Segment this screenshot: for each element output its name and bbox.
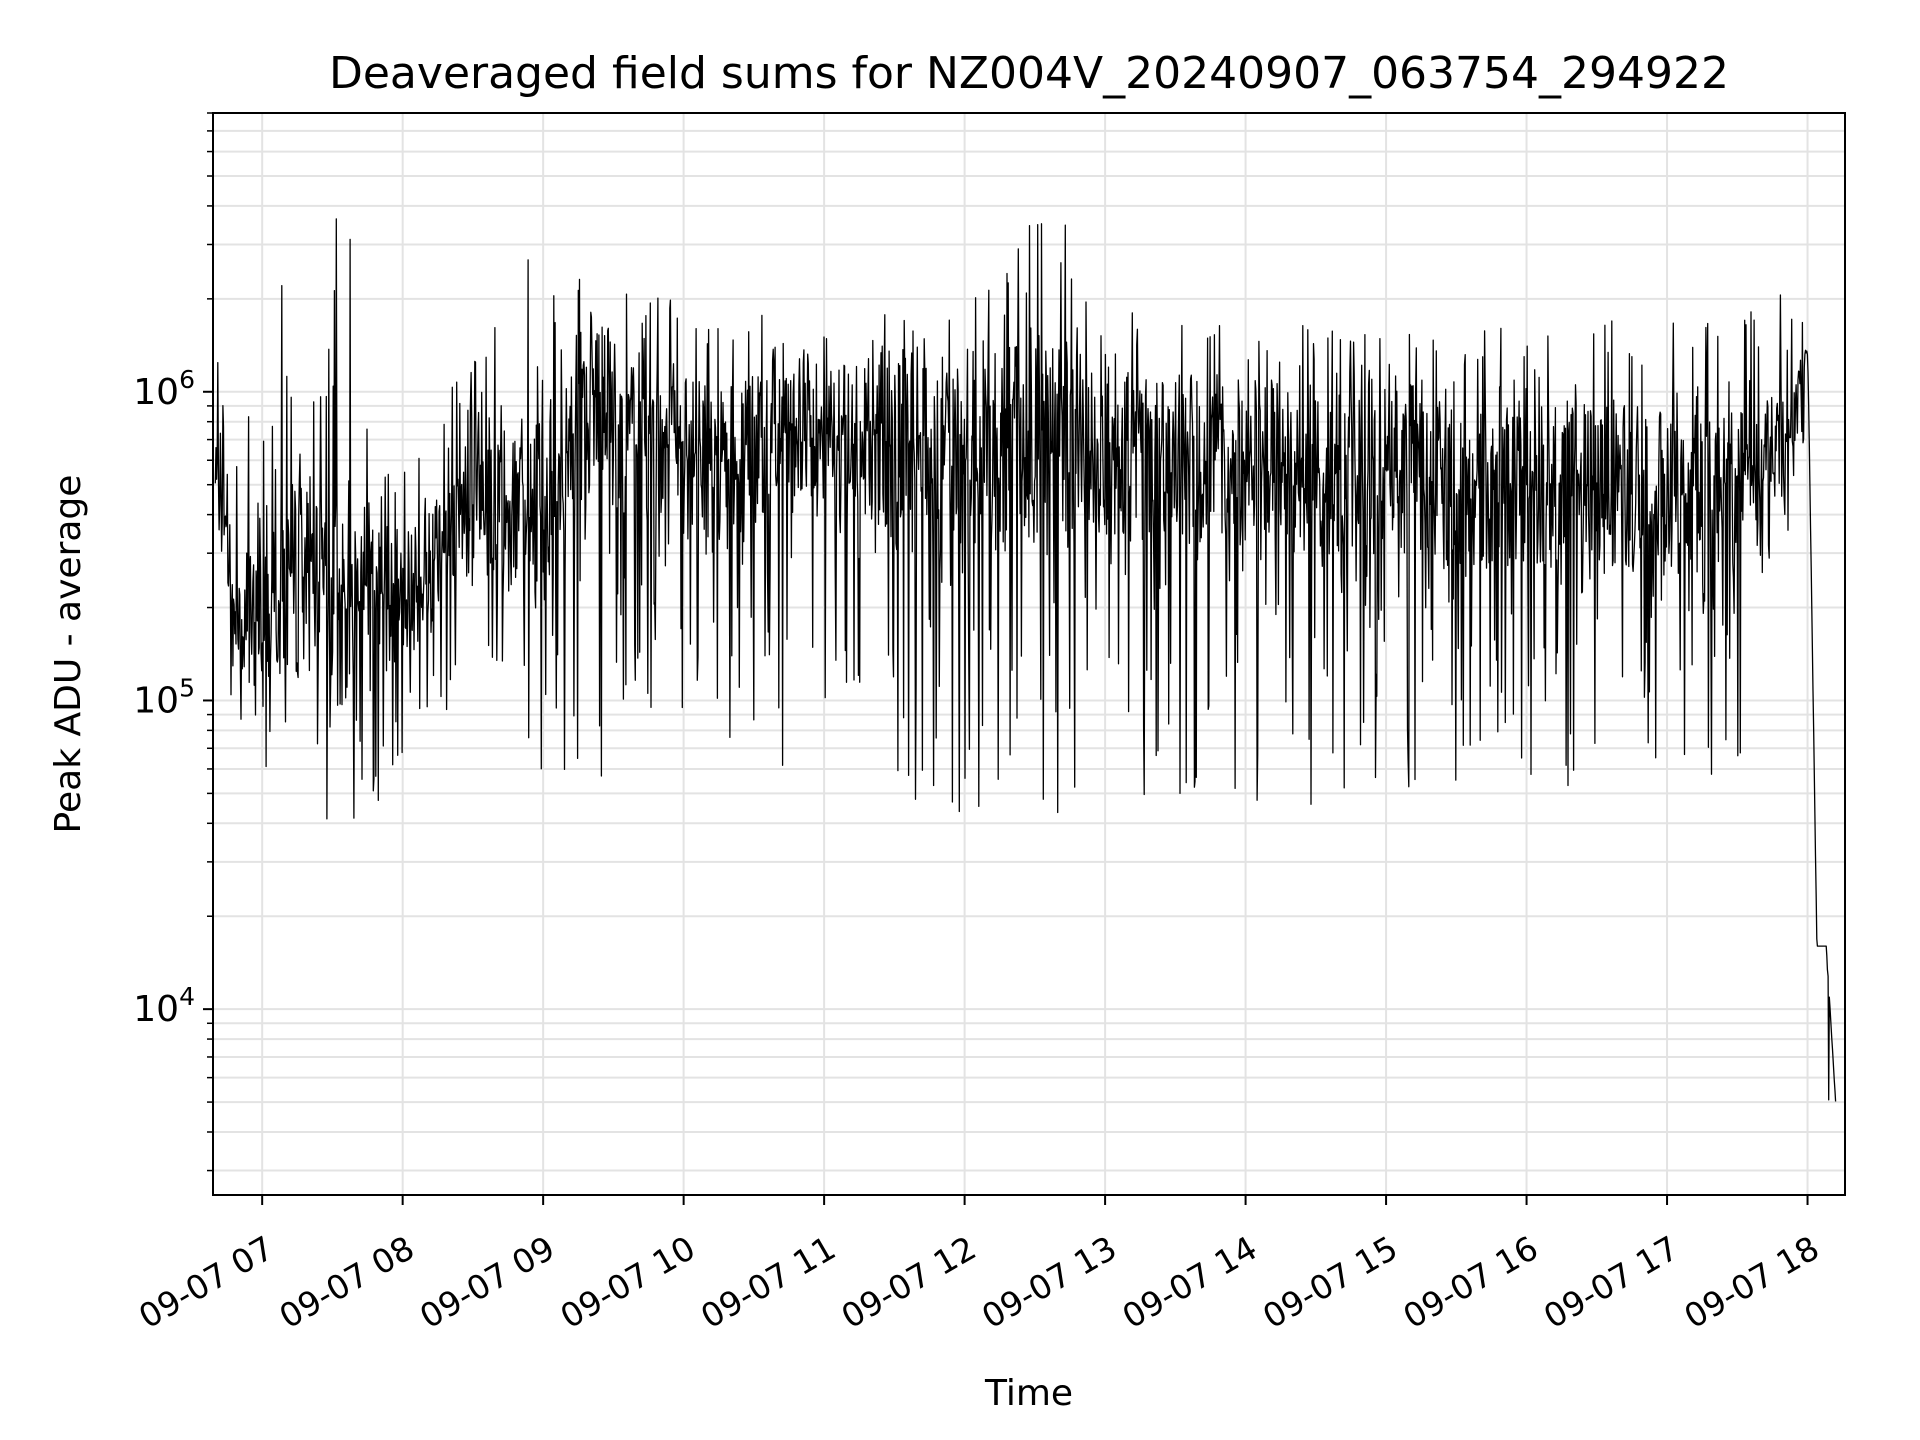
x-tick-label: 09-07 12	[835, 1228, 983, 1336]
series-line	[214, 218, 1837, 1102]
x-tick-label: 09-07 13	[975, 1228, 1123, 1336]
plot-frame	[212, 112, 1846, 1196]
x-tick-label: 09-07 07	[132, 1228, 280, 1336]
x-tick-label: 09-07 14	[1116, 1228, 1264, 1336]
x-tick-label: 09-07 18	[1678, 1228, 1826, 1336]
y-tick-label: 104	[133, 982, 195, 1030]
x-tick-label: 09-07 09	[413, 1228, 561, 1336]
x-tick-label: 09-07 16	[1397, 1228, 1545, 1336]
y-tick-label: 105	[133, 673, 195, 721]
x-tick-label: 09-07 17	[1537, 1228, 1685, 1336]
x-tick-label: 09-07 10	[554, 1228, 702, 1336]
chart-title: Deaveraged field sums for NZ004V_2024090…	[329, 48, 1729, 99]
y-axis: 106 105 104	[133, 112, 213, 1172]
y-axis-label: Peak ADU - average	[48, 475, 89, 834]
x-axis-label: Time	[984, 1373, 1073, 1414]
x-tick-label: 09-07 11	[694, 1228, 842, 1336]
x-tick-label: 09-07 08	[273, 1228, 421, 1336]
plot-area	[214, 218, 1837, 1102]
x-tick-label: 09-07 15	[1256, 1228, 1404, 1336]
y-tick-label: 106	[133, 365, 195, 413]
